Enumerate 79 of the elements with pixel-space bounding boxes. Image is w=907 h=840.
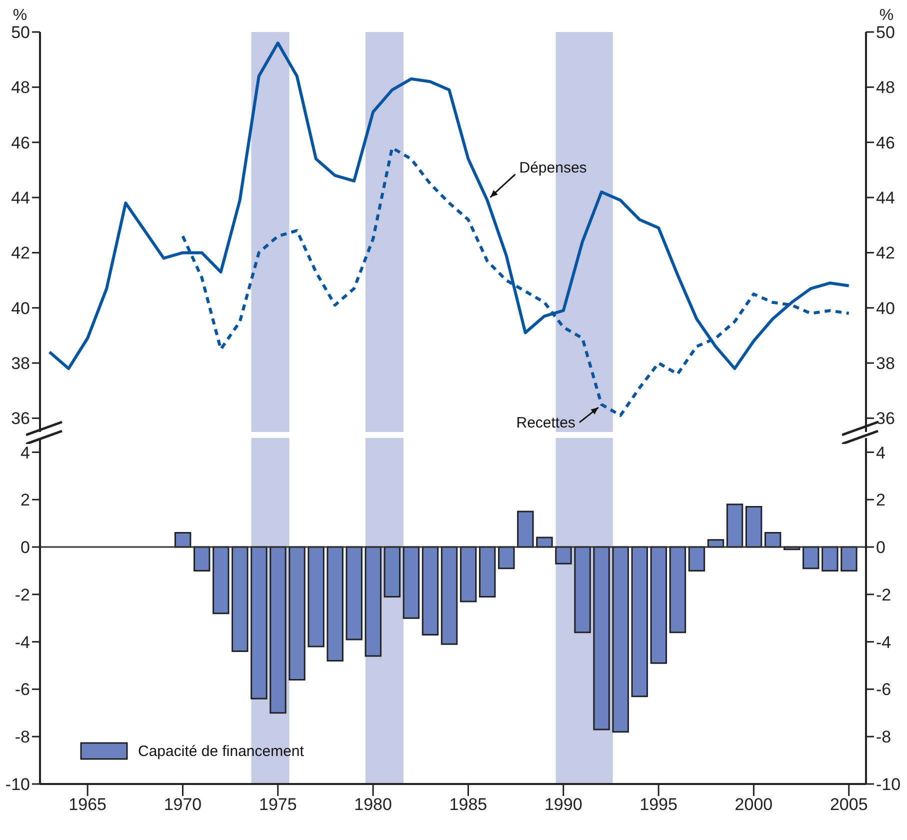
annotation: Dépenses <box>519 159 587 176</box>
x-tick-label: 1985 <box>449 795 488 814</box>
bar <box>326 546 344 662</box>
bar <box>745 506 762 548</box>
bar <box>688 546 706 572</box>
bar <box>270 546 286 714</box>
y-tick-label: 0 <box>20 538 30 558</box>
x-tick-label: 1980 <box>354 795 392 814</box>
bar <box>822 546 838 572</box>
y2-tick-label: 2 <box>876 490 886 510</box>
bar <box>764 532 782 548</box>
y-tick-label: 42 <box>11 244 30 263</box>
bar <box>174 532 192 548</box>
y2-axis-title: % <box>879 7 894 24</box>
y-axis-title: % <box>12 7 28 24</box>
annotation: Recettes <box>516 414 576 432</box>
bar <box>593 546 610 730</box>
bar <box>422 546 439 636</box>
y2-tick-label: -4 <box>876 632 892 652</box>
y-tick-label: -6 <box>14 680 30 700</box>
y2-tick-label: 40 <box>876 298 895 318</box>
y2-tick-label: 38 <box>876 354 895 374</box>
y-tick-label: 2 <box>20 490 30 510</box>
y2-tick-label: -10 <box>876 775 901 794</box>
y-tick-label: -10 <box>5 775 30 794</box>
y-tick-label: -4 <box>14 632 30 652</box>
bar <box>308 546 324 648</box>
x-tick-label: 2000 <box>734 795 773 814</box>
x-tick-label: 1965 <box>68 795 106 814</box>
bar <box>440 546 458 645</box>
y2-tick-label: 36 <box>876 409 895 428</box>
y2-tick-label: 50 <box>876 23 895 42</box>
y-tick-label: -2 <box>14 585 30 604</box>
y2-tick-label: 42 <box>876 244 895 263</box>
y-tick-label: -8 <box>14 728 30 747</box>
y-tick-label: 44 <box>11 188 30 208</box>
y2-tick-label: 0 <box>876 538 886 558</box>
y-tick-label: 40 <box>11 298 30 318</box>
bar <box>364 546 382 657</box>
x-tick-label: 1970 <box>164 795 202 814</box>
bar <box>402 546 420 619</box>
bar <box>669 546 686 634</box>
y2-tick-label: 48 <box>876 78 895 98</box>
x-tick-label: 1995 <box>640 795 678 814</box>
y2-tick-label: -2 <box>876 585 892 604</box>
bar <box>650 546 668 664</box>
bar <box>631 546 648 698</box>
y-tick-label: 4 <box>20 443 30 462</box>
y2-tick-label: -8 <box>876 728 892 747</box>
bar <box>498 546 515 570</box>
bar <box>840 546 858 572</box>
y2-tick-label: -6 <box>876 680 892 700</box>
bar <box>232 546 248 652</box>
bar <box>574 546 591 634</box>
y-tick-label: 36 <box>11 409 30 428</box>
bar <box>517 510 534 548</box>
y-tick-label: 46 <box>11 133 30 152</box>
y-tick-label: 50 <box>11 23 30 42</box>
bar <box>612 546 629 733</box>
y2-tick-label: 4 <box>876 443 886 462</box>
bar <box>726 504 744 548</box>
bar <box>555 546 572 564</box>
x-tick-label: 1990 <box>544 795 582 814</box>
bar <box>478 546 496 598</box>
bar <box>346 546 362 640</box>
bar <box>212 546 230 614</box>
bar <box>288 546 306 680</box>
bar <box>194 546 210 572</box>
y-tick-label: 48 <box>11 78 30 98</box>
bar <box>802 546 820 570</box>
y2-tick-label: 46 <box>876 133 895 152</box>
y-tick-label: 38 <box>11 354 30 374</box>
bar <box>460 546 477 602</box>
legend-label: Capacité de financement <box>138 742 304 760</box>
bar <box>384 546 401 598</box>
x-tick-label: 1975 <box>258 795 297 814</box>
bar <box>250 546 268 700</box>
x-tick-label: 2005 <box>830 795 868 814</box>
y2-tick-label: 44 <box>876 188 895 208</box>
